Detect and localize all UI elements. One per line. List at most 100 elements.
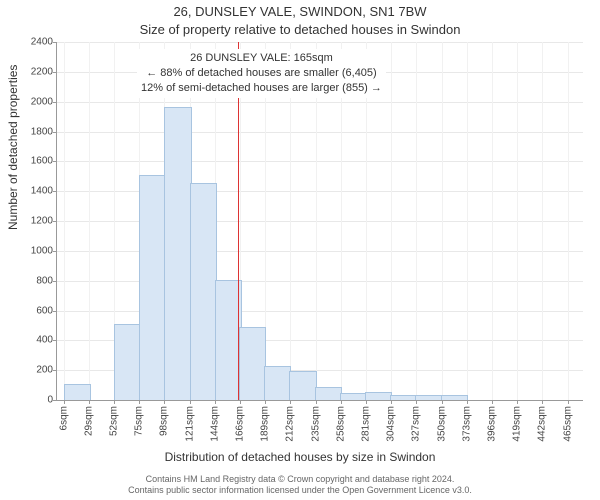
y-tick-label: 600 bbox=[36, 305, 53, 316]
x-tick-label: 75sqm bbox=[134, 406, 145, 436]
y-tick-mark bbox=[53, 370, 57, 371]
x-tick-mark bbox=[114, 400, 115, 404]
y-tick-mark bbox=[53, 221, 57, 222]
x-tick-label: 166sqm bbox=[235, 406, 246, 442]
gridline-h bbox=[57, 132, 583, 133]
y-tick-mark bbox=[53, 311, 57, 312]
x-tick-mark bbox=[89, 400, 90, 404]
y-tick-mark bbox=[53, 340, 57, 341]
annotation-line: 12% of semi-detached houses are larger (… bbox=[141, 81, 382, 96]
y-tick-label: 400 bbox=[36, 335, 53, 346]
histogram-bar bbox=[315, 387, 342, 400]
gridline-v bbox=[517, 42, 518, 400]
x-tick-label: 304sqm bbox=[386, 406, 397, 442]
gridline-h bbox=[57, 251, 583, 252]
histogram-bar bbox=[64, 384, 91, 400]
x-tick-label: 52sqm bbox=[108, 406, 119, 436]
histogram-bar bbox=[239, 327, 266, 400]
x-tick-label: 465sqm bbox=[562, 406, 573, 442]
gridline-v bbox=[89, 42, 90, 400]
y-tick-label: 1400 bbox=[31, 186, 53, 197]
y-tick-mark bbox=[53, 132, 57, 133]
footer-line-1: Contains HM Land Registry data © Crown c… bbox=[0, 474, 600, 485]
gridline-h bbox=[57, 221, 583, 222]
gridline-h bbox=[57, 161, 583, 162]
annotation-line: 26 DUNSLEY VALE: 165sqm bbox=[141, 51, 382, 66]
y-tick-mark bbox=[53, 251, 57, 252]
x-tick-label: 442sqm bbox=[537, 406, 548, 442]
plot-area: 0200400600800100012001400160018002000220… bbox=[56, 42, 583, 401]
x-tick-mark bbox=[215, 400, 216, 404]
histogram-bar bbox=[365, 392, 392, 400]
x-tick-mark bbox=[568, 400, 569, 404]
x-tick-label: 6sqm bbox=[58, 406, 69, 430]
x-tick-label: 373sqm bbox=[461, 406, 472, 442]
y-tick-label: 1600 bbox=[31, 156, 53, 167]
gridline-h bbox=[57, 191, 583, 192]
x-tick-label: 235sqm bbox=[310, 406, 321, 442]
x-tick-label: 419sqm bbox=[512, 406, 523, 442]
y-tick-mark bbox=[53, 400, 57, 401]
x-tick-label: 396sqm bbox=[487, 406, 498, 442]
y-tick-label: 1800 bbox=[31, 126, 53, 137]
x-tick-mark bbox=[517, 400, 518, 404]
y-tick-mark bbox=[53, 281, 57, 282]
annotation-line: ← 88% of detached houses are smaller (6,… bbox=[141, 66, 382, 81]
x-tick-mark bbox=[164, 400, 165, 404]
histogram-bar bbox=[190, 183, 217, 400]
y-tick-label: 1200 bbox=[31, 216, 53, 227]
y-tick-mark bbox=[53, 191, 57, 192]
histogram-bar bbox=[340, 393, 367, 400]
footer-line-2: Contains public sector information licen… bbox=[0, 485, 600, 496]
y-tick-label: 2000 bbox=[31, 96, 53, 107]
annotation-box: 26 DUNSLEY VALE: 165sqm← 88% of detached… bbox=[137, 49, 386, 98]
x-tick-mark bbox=[240, 400, 241, 404]
x-tick-label: 327sqm bbox=[411, 406, 422, 442]
gridline-v bbox=[542, 42, 543, 400]
chart-subtitle: Size of property relative to detached ho… bbox=[0, 22, 600, 37]
x-tick-label: 189sqm bbox=[260, 406, 271, 442]
y-tick-mark bbox=[53, 42, 57, 43]
histogram-bar bbox=[441, 395, 468, 400]
x-tick-mark bbox=[391, 400, 392, 404]
y-tick-mark bbox=[53, 72, 57, 73]
x-tick-mark bbox=[467, 400, 468, 404]
x-tick-mark bbox=[290, 400, 291, 404]
x-tick-label: 212sqm bbox=[285, 406, 296, 442]
gridline-h bbox=[57, 281, 583, 282]
histogram-bar bbox=[264, 366, 291, 400]
x-tick-mark bbox=[492, 400, 493, 404]
x-tick-mark bbox=[139, 400, 140, 404]
x-tick-mark bbox=[316, 400, 317, 404]
x-tick-mark bbox=[442, 400, 443, 404]
x-tick-mark bbox=[542, 400, 543, 404]
y-tick-label: 1000 bbox=[31, 245, 53, 256]
gridline-v bbox=[568, 42, 569, 400]
x-tick-label: 258sqm bbox=[335, 406, 346, 442]
y-tick-label: 2200 bbox=[31, 66, 53, 77]
x-tick-mark bbox=[416, 400, 417, 404]
x-tick-mark bbox=[190, 400, 191, 404]
x-tick-mark bbox=[265, 400, 266, 404]
histogram-bar bbox=[289, 371, 316, 400]
footer-attribution: Contains HM Land Registry data © Crown c… bbox=[0, 474, 600, 496]
histogram-bar bbox=[415, 395, 442, 400]
gridline-h bbox=[57, 42, 583, 43]
histogram-bar bbox=[139, 175, 166, 400]
gridline-v bbox=[467, 42, 468, 400]
histogram-bar bbox=[390, 395, 417, 400]
gridline-v bbox=[492, 42, 493, 400]
gridline-h bbox=[57, 102, 583, 103]
x-tick-label: 281sqm bbox=[361, 406, 372, 442]
histogram-bar bbox=[114, 324, 141, 400]
y-tick-label: 2400 bbox=[31, 37, 53, 48]
x-tick-mark bbox=[64, 400, 65, 404]
gridline-v bbox=[442, 42, 443, 400]
gridline-v bbox=[416, 42, 417, 400]
x-tick-mark bbox=[341, 400, 342, 404]
gridline-h bbox=[57, 311, 583, 312]
x-tick-label: 98sqm bbox=[159, 406, 170, 436]
gridline-v bbox=[391, 42, 392, 400]
x-tick-mark bbox=[366, 400, 367, 404]
x-tick-label: 121sqm bbox=[184, 406, 195, 442]
